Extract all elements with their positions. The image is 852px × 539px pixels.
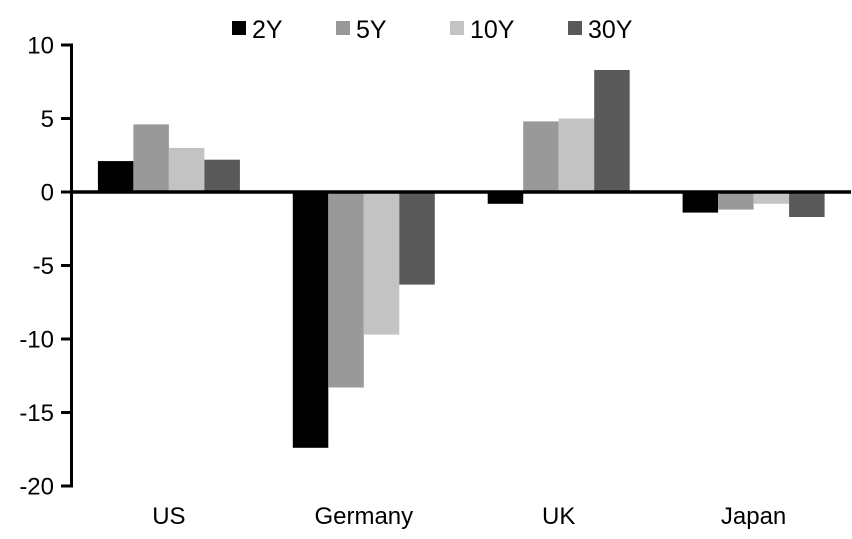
- bar-uk-5y: [523, 121, 559, 192]
- x-axis-category-label-uk: UK: [542, 503, 575, 530]
- bar-uk-10y: [558, 118, 595, 192]
- bar-us-30y: [204, 159, 240, 192]
- y-axis-tick-label: -5: [33, 253, 54, 280]
- legend-label-10y: 10Y: [470, 16, 515, 44]
- y-axis-tick-label: 0: [41, 179, 54, 206]
- x-axis-category-label-us: US: [152, 503, 185, 530]
- bar-japan-2y: [682, 192, 719, 213]
- legend-swatch-30y: [568, 21, 582, 35]
- legend-swatch-5y: [336, 21, 350, 35]
- bar-us-10y: [168, 147, 205, 192]
- y-axis-tick-label: 5: [41, 106, 54, 133]
- bar-germany-5y: [328, 192, 364, 388]
- bar-germany-30y: [399, 192, 435, 285]
- x-axis-category-label-germany: Germany: [314, 503, 413, 530]
- y-axis-tick-label: -10: [19, 326, 54, 353]
- bar-us-2y: [97, 161, 134, 192]
- legend-swatch-10y: [450, 21, 464, 35]
- bar-japan-10y: [753, 192, 790, 204]
- x-axis-category-label-japan: Japan: [721, 503, 786, 530]
- bar-germany-10y: [363, 192, 400, 335]
- bar-uk-2y: [487, 192, 524, 204]
- y-axis-tick-label: -15: [19, 400, 54, 427]
- y-axis-tick-label: -20: [19, 473, 54, 500]
- legend-swatch-2y: [232, 21, 246, 35]
- legend-label-5y: 5Y: [356, 16, 387, 44]
- legend-label-30y: 30Y: [588, 16, 633, 44]
- bar-us-5y: [133, 124, 169, 192]
- bar-japan-5y: [718, 192, 754, 210]
- bar-uk-30y: [594, 70, 630, 192]
- y-axis-tick-label: 10: [27, 32, 54, 59]
- bar-japan-30y: [789, 192, 825, 217]
- bar-germany-2y: [292, 192, 329, 448]
- legend-label-2y: 2Y: [252, 16, 283, 44]
